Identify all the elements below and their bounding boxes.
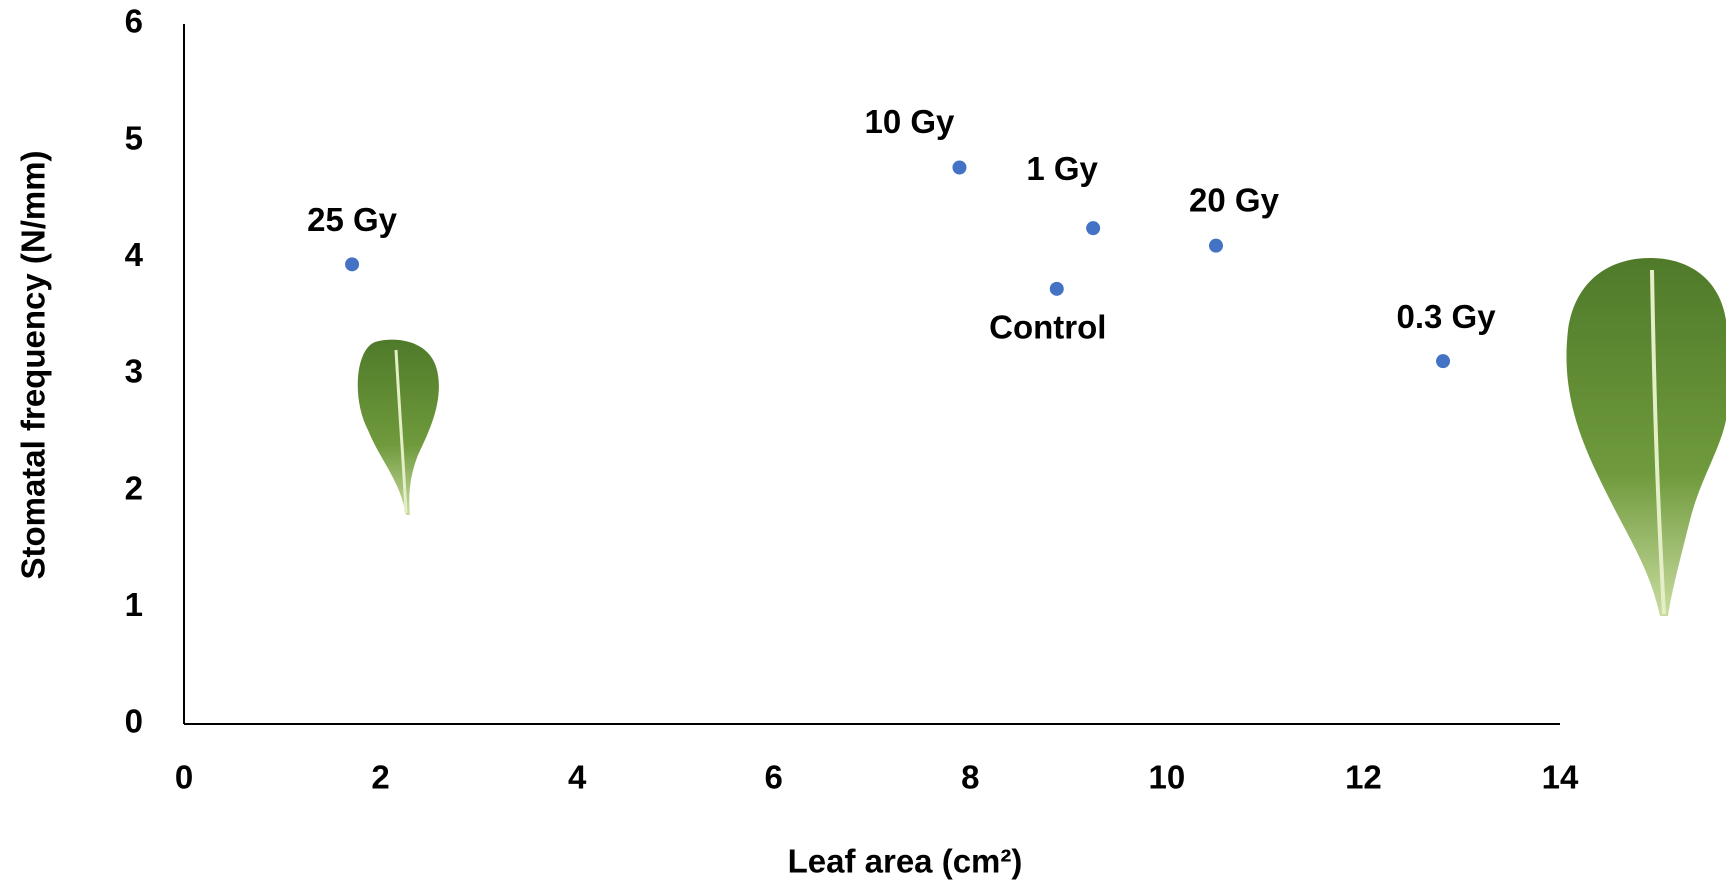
x-tick-label: 12 xyxy=(1345,759,1382,796)
x-tick-label: 10 xyxy=(1148,759,1185,796)
point-label: 10 Gy xyxy=(865,103,956,140)
leaf-small xyxy=(357,339,439,515)
point-label: 0.3 Gy xyxy=(1397,298,1497,335)
point-label: 20 Gy xyxy=(1189,181,1280,218)
x-tick-label: 6 xyxy=(765,759,783,796)
y-axis-title: Stomatal frequency (N/mm) xyxy=(15,150,52,579)
y-tick-label: 5 xyxy=(125,119,143,156)
y-tick-label: 1 xyxy=(125,586,143,623)
y-tick-label: 0 xyxy=(125,703,143,740)
y-tick-label: 4 xyxy=(125,236,144,273)
point-label: 25 Gy xyxy=(307,201,398,238)
leaf-large xyxy=(1566,258,1726,616)
point xyxy=(1436,354,1451,369)
x-tick-label: 2 xyxy=(371,759,389,796)
point xyxy=(345,257,360,272)
x-axis-title: Leaf area (cm²) xyxy=(788,843,1023,880)
point xyxy=(1209,238,1223,253)
x-tick-label: 0 xyxy=(175,759,193,796)
x-tick-label: 8 xyxy=(961,759,979,796)
point xyxy=(1086,221,1101,236)
y-tick-label: 3 xyxy=(125,353,143,390)
point-label: 1 Gy xyxy=(1026,150,1098,187)
x-tick-label: 4 xyxy=(568,759,587,796)
point xyxy=(1049,281,1064,296)
y-tick-label: 6 xyxy=(125,3,143,40)
point-label: Control xyxy=(989,309,1106,346)
x-tick-label: 14 xyxy=(1542,759,1579,796)
point xyxy=(952,160,967,175)
y-tick-label: 2 xyxy=(125,469,143,506)
